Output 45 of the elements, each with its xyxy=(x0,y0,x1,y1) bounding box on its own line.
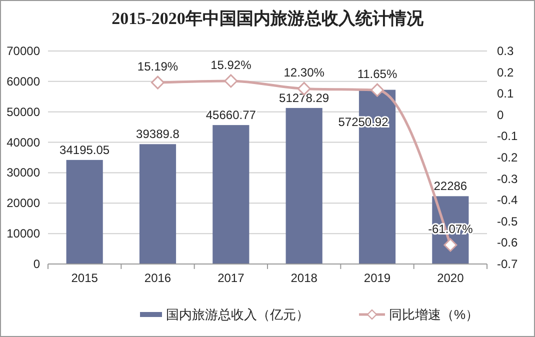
x-tick-label: 2017 xyxy=(218,271,245,285)
legend-label: 同比增速（%） xyxy=(389,307,479,322)
y2-tick-label: 0 xyxy=(497,108,504,122)
bar xyxy=(212,125,250,264)
x-tick-label: 2016 xyxy=(144,271,172,285)
y-tick-label: 70000 xyxy=(6,44,40,58)
data-label: 39389.8 xyxy=(136,127,180,142)
point xyxy=(370,83,384,97)
y-tick-label: 50000 xyxy=(6,104,40,119)
y2-tick-label: -0.1 xyxy=(497,129,518,144)
data-label: 15.92% xyxy=(210,58,252,72)
data-label: 12.30% xyxy=(284,66,325,80)
data-label: 45660.77 xyxy=(206,108,256,122)
y-tick-label: 10000 xyxy=(6,226,40,241)
y2-tick-label: -0.4 xyxy=(497,193,518,208)
data-label: 22286 xyxy=(434,179,468,194)
x-tick-label: 2019 xyxy=(364,271,391,285)
point xyxy=(444,238,458,252)
y-tick-label: 40000 xyxy=(6,135,40,150)
y-tick-label: 0 xyxy=(33,257,40,271)
data-label: 11.65% xyxy=(357,67,398,82)
y-tick-label: 30000 xyxy=(6,166,40,180)
bar xyxy=(66,160,103,264)
point xyxy=(224,74,238,88)
data-label: 51278.29 xyxy=(279,90,330,105)
y2-tick-label: -0.6 xyxy=(497,236,518,250)
y2-tick-label: -0.2 xyxy=(497,150,518,164)
y2-tick-label: -0.7 xyxy=(497,257,518,271)
x-tick-label: 2015 xyxy=(71,271,98,285)
legend-label: 国内旅游总收入（亿元） xyxy=(166,307,309,322)
y2-tick-label: 0.1 xyxy=(497,86,514,101)
y2-tick-label: -0.3 xyxy=(497,172,518,186)
bar xyxy=(286,108,322,264)
bar xyxy=(139,144,176,264)
y2-tick-label: 0.2 xyxy=(497,65,514,80)
y-tick-label: 60000 xyxy=(6,74,40,88)
y-tick-label: 20000 xyxy=(6,196,40,210)
data-label: 34195.05 xyxy=(60,142,110,157)
x-tick-label: 2018 xyxy=(290,271,318,285)
x-tick-label: 2020 xyxy=(437,271,464,285)
point xyxy=(151,76,164,90)
chart-title: 2015-2020年中国国内旅游总收入统计情况 xyxy=(112,9,424,28)
data-label: 15.19% xyxy=(137,60,178,74)
y2-tick-label: 0.3 xyxy=(497,44,514,58)
y2-tick-label: -0.5 xyxy=(497,214,518,228)
